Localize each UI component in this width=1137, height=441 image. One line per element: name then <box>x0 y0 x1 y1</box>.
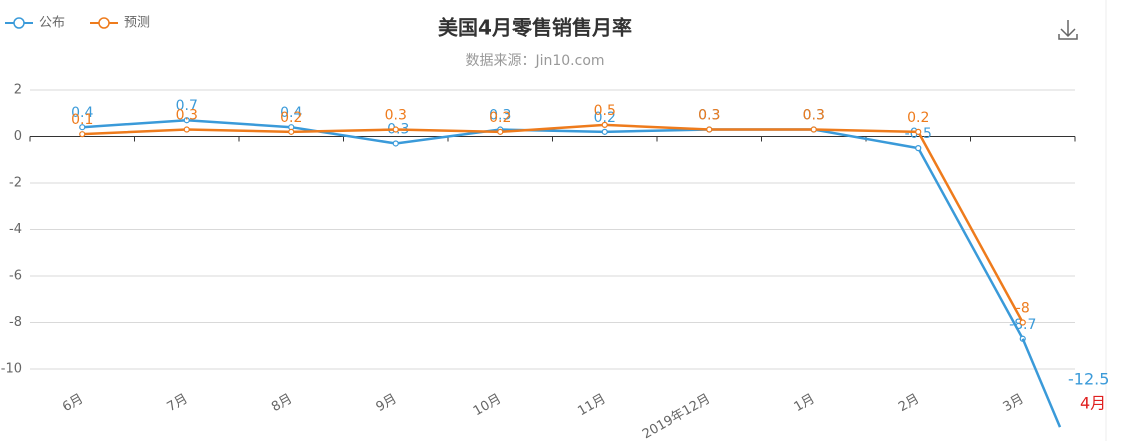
data-label: 0.2 <box>489 110 511 126</box>
data-point <box>79 131 86 138</box>
legend-marker <box>13 17 25 29</box>
series-line <box>82 123 1024 324</box>
data-label: -8 <box>1016 301 1030 317</box>
data-point <box>1019 319 1026 326</box>
data-point <box>183 126 190 133</box>
data-label: 0.7 <box>176 98 198 114</box>
x-tick-label: 3月 <box>1001 392 1027 416</box>
y-tick-label: 0 <box>14 129 22 144</box>
data-point <box>810 126 817 133</box>
legend-label: 公布 <box>39 16 65 31</box>
data-label: 0.2 <box>907 110 929 126</box>
latest-segment <box>1021 338 1062 428</box>
y-tick-label: 2 <box>14 83 22 98</box>
data-label: 0.5 <box>594 103 616 119</box>
series-line <box>82 118 1024 340</box>
x-tick-label: 11月 <box>575 392 608 420</box>
data-label: 0.3 <box>698 108 720 124</box>
data-label: 0.1 <box>71 112 93 128</box>
y-tick-label: -6 <box>9 269 22 284</box>
data-label: 0.2 <box>280 110 302 126</box>
data-label: 0.3 <box>176 108 198 124</box>
legend-marker <box>98 17 110 29</box>
legend-label: 预测 <box>124 16 150 31</box>
latest-label: 4月 <box>1080 394 1106 413</box>
y-tick-label: -10 <box>1 362 22 377</box>
y-tick-label: -2 <box>9 176 22 191</box>
x-tick-label: 1月 <box>792 392 818 416</box>
data-point <box>706 126 713 133</box>
chart-title: 美国4月零售销售月率 <box>438 16 632 40</box>
x-tick-label: 8月 <box>269 392 295 416</box>
x-tick-label: 2019年12月 <box>640 392 713 441</box>
data-label: 0.3 <box>803 108 825 124</box>
data-point <box>601 121 608 128</box>
x-tick-label: 2月 <box>896 392 922 416</box>
y-tick-label: -8 <box>9 315 22 330</box>
data-label: 0.3 <box>489 108 511 124</box>
x-tick-label: 7月 <box>165 392 191 416</box>
download-icon[interactable] <box>1058 20 1078 40</box>
data-label: 0.4 <box>280 105 302 121</box>
x-tick-label: 10月 <box>471 392 504 420</box>
data-point <box>915 128 922 135</box>
data-label: 0.4 <box>71 105 93 121</box>
x-tick-label: 6月 <box>60 392 86 416</box>
data-point <box>601 128 608 135</box>
data-point <box>497 128 504 135</box>
data-label: 0.2 <box>594 110 616 126</box>
data-point <box>392 126 399 133</box>
data-label: 0.3 <box>698 108 720 124</box>
y-tick-label: -4 <box>9 222 22 237</box>
data-label: 0.3 <box>385 108 407 124</box>
data-point <box>79 124 86 131</box>
chart-subtitle: 数据来源：Jin10.com <box>465 53 604 69</box>
data-point <box>915 145 922 152</box>
latest-value: -12.5 <box>1068 370 1109 389</box>
x-tick-label: 9月 <box>374 392 400 416</box>
data-label: 0.3 <box>803 108 825 124</box>
data-point <box>288 128 295 135</box>
data-point <box>183 117 190 124</box>
data-point <box>392 140 399 147</box>
